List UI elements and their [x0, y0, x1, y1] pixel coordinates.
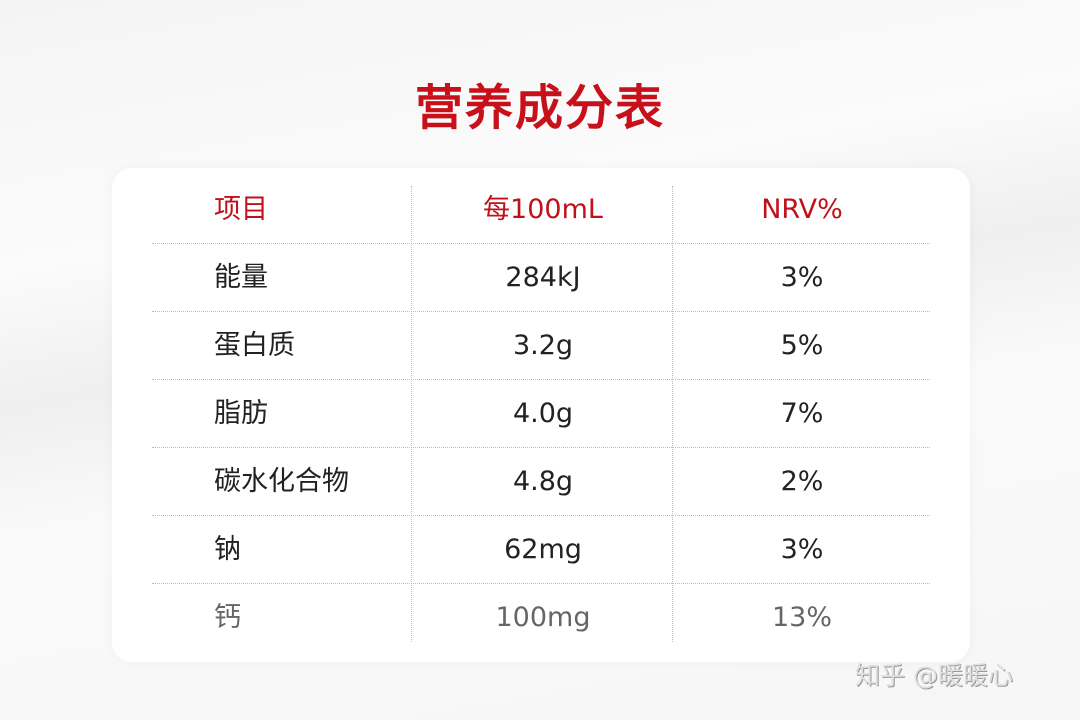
cell-item: 脂肪 [214, 398, 268, 429]
cell-nrv: 7% [780, 398, 824, 429]
cell-amount: 4.8g [512, 466, 574, 497]
page-title: 营养成分表 [414, 80, 665, 136]
cell-nrv: 3% [780, 534, 824, 565]
table-header-row: 项目 每100mL NRV% [152, 176, 930, 244]
watermark: 知乎 @暖暖心 [855, 661, 1013, 690]
cell-item: 钙 [214, 602, 241, 633]
cell-nrv: 13% [771, 602, 832, 633]
cell-nrv: 3% [780, 262, 824, 293]
cell-amount: 284kJ [505, 262, 581, 293]
cell-nrv: 2% [780, 466, 824, 497]
column-divider [672, 186, 673, 642]
cell-amount: 3.2g [512, 330, 574, 361]
column-divider [411, 186, 412, 642]
table-row: 钠 62mg 3% [152, 516, 930, 584]
header-per-100ml: 每100mL [483, 194, 603, 225]
table-row: 碳水化合物 4.8g 2% [152, 448, 930, 516]
table-row: 脂肪 4.0g 7% [152, 380, 930, 448]
cell-amount: 4.0g [512, 398, 574, 429]
cell-nrv: 5% [780, 330, 824, 361]
header-item: 项目 [214, 194, 268, 225]
table-row: 能量 284kJ 3% [152, 244, 930, 312]
nutrition-table-card [112, 168, 970, 662]
cell-item: 能量 [214, 262, 268, 293]
cell-item: 碳水化合物 [214, 466, 349, 497]
cell-item: 蛋白质 [214, 330, 295, 361]
cell-amount: 62mg [504, 534, 582, 565]
cell-amount: 100mg [495, 602, 591, 633]
header-nrv: NRV% [761, 194, 843, 225]
cell-item: 钠 [214, 534, 241, 565]
table-row: 钙 100mg 13% [152, 584, 930, 652]
table-row: 蛋白质 3.2g 5% [152, 312, 930, 380]
